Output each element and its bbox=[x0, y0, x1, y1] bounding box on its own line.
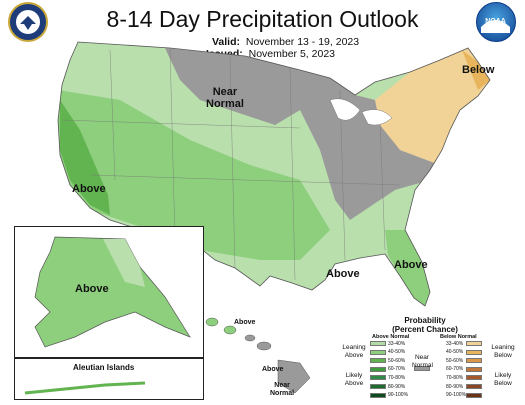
hi-near-label-2: Normal bbox=[270, 390, 295, 397]
legend-above-swatch-4 bbox=[370, 375, 386, 381]
legend-above-swatch-5 bbox=[370, 384, 386, 389]
hawaii-map bbox=[205, 317, 311, 394]
page-title: 8-14 Day Precipitation Outlook bbox=[106, 6, 419, 32]
above-ca-label: Above bbox=[72, 183, 106, 195]
above-fl-label: Above bbox=[394, 259, 428, 271]
legend-likely-above: Likely Above bbox=[340, 372, 368, 387]
legend-below-range-0: 33-40% bbox=[446, 340, 464, 347]
legend-above-range-5: 80-90% bbox=[388, 383, 406, 390]
near-normal-label-2: Normal bbox=[206, 98, 244, 110]
above-tx-label: Above bbox=[326, 268, 360, 280]
legend-below-range-6: 90-100% bbox=[446, 392, 467, 399]
legend-near-label: Near Normal bbox=[412, 354, 433, 369]
legend-likely-below-2: Below bbox=[494, 379, 512, 387]
above-ak-label: Above bbox=[75, 283, 109, 295]
aleutian-islands-map bbox=[24, 381, 146, 395]
legend-above-range-4: 70-80% bbox=[388, 374, 406, 381]
alaska-map bbox=[34, 236, 191, 348]
hi-near-label-1: Near bbox=[274, 382, 290, 389]
legend-below-range-2: 50-60% bbox=[446, 357, 464, 364]
valid-label: Valid: bbox=[212, 36, 241, 48]
legend-likely-above-1: Likely bbox=[345, 372, 363, 379]
legend-leaning-below-2: Below bbox=[494, 351, 512, 359]
noaa-bird-icon: NOAA bbox=[481, 18, 510, 33]
legend-above-swatch-1 bbox=[370, 349, 386, 355]
legend-above-range-0: 33-40% bbox=[388, 340, 406, 347]
legend-below-swatch-2 bbox=[466, 358, 482, 364]
noaa-text: NOAA bbox=[485, 18, 506, 25]
legend-below-swatch-4 bbox=[466, 375, 482, 381]
alaska-inset: Above bbox=[14, 226, 204, 358]
legend-below-swatch-3 bbox=[466, 366, 482, 372]
eagle-seal-icon bbox=[16, 10, 40, 34]
legend-title-2: (Percent Chance) bbox=[392, 325, 458, 334]
issued-value: November 5, 2023 bbox=[248, 48, 335, 60]
legend-above-range-1: 40-50% bbox=[388, 349, 406, 356]
hi-above1-label: Above bbox=[234, 319, 256, 326]
hi-above2-label: Above bbox=[262, 366, 284, 373]
hi-near-label: Near Normal bbox=[270, 382, 294, 398]
legend-below-range-4: 70-80% bbox=[446, 374, 464, 381]
legend-below-swatch-1 bbox=[466, 349, 482, 355]
aleutian-label: Aleutian Islands bbox=[73, 363, 135, 372]
legend-title: Probability (Percent Chance) bbox=[385, 316, 465, 334]
legend-above-swatch-2 bbox=[370, 358, 386, 364]
legend-above-swatch-6 bbox=[370, 392, 386, 398]
legend-leaning-above: Leaning Above bbox=[340, 344, 368, 359]
legend-below-range-3: 60-70% bbox=[446, 366, 464, 373]
legend-leaning-below: Leaning Below bbox=[486, 344, 520, 359]
near-normal-label: Near Normal bbox=[206, 86, 244, 110]
valid-value: November 13 - 19, 2023 bbox=[245, 36, 360, 48]
legend-above-range-3: 60-70% bbox=[388, 366, 406, 373]
valid-line: Valid: November 13 - 19, 2023 bbox=[212, 36, 359, 48]
legend-leaning-below-1: Leaning bbox=[491, 344, 515, 351]
noaa-logo: NOAA bbox=[476, 2, 516, 42]
below-ne-label: Below bbox=[462, 64, 495, 76]
legend-below-range-1: 40-50% bbox=[446, 349, 464, 356]
legend-below-header: Below Normal bbox=[440, 334, 477, 340]
legend-below-swatch-0 bbox=[466, 341, 482, 346]
legend-likely-above-2: Above bbox=[344, 379, 364, 387]
near-normal-label-1: Near bbox=[212, 86, 238, 98]
legend-likely-below: Likely Below bbox=[486, 372, 520, 387]
legend-title-1: Probability bbox=[404, 316, 446, 325]
legend-above-swatch-3 bbox=[370, 366, 386, 372]
aleutian-inset: Aleutian Islands bbox=[14, 358, 204, 400]
legend-below-range-5: 80-90% bbox=[446, 383, 464, 390]
legend-above-header: Above Normal bbox=[372, 334, 410, 340]
legend-above-swatch-0 bbox=[370, 341, 386, 346]
legend-below-swatch-5 bbox=[466, 384, 482, 389]
legend-likely-below-1: Likely bbox=[494, 372, 512, 379]
legend-leaning-above-1: Leaning bbox=[342, 344, 366, 351]
legend-near-2: Normal bbox=[412, 361, 433, 369]
legend-near-1: Near bbox=[414, 354, 430, 361]
legend-leaning-above-2: Above bbox=[344, 351, 364, 359]
legend-above-range-2: 50-60% bbox=[388, 357, 406, 364]
legend-above-range-6: 90-100% bbox=[388, 392, 409, 399]
legend-below-swatch-6 bbox=[466, 392, 482, 398]
doc-seal-logo bbox=[8, 2, 48, 42]
legend-near-swatch bbox=[414, 366, 430, 371]
